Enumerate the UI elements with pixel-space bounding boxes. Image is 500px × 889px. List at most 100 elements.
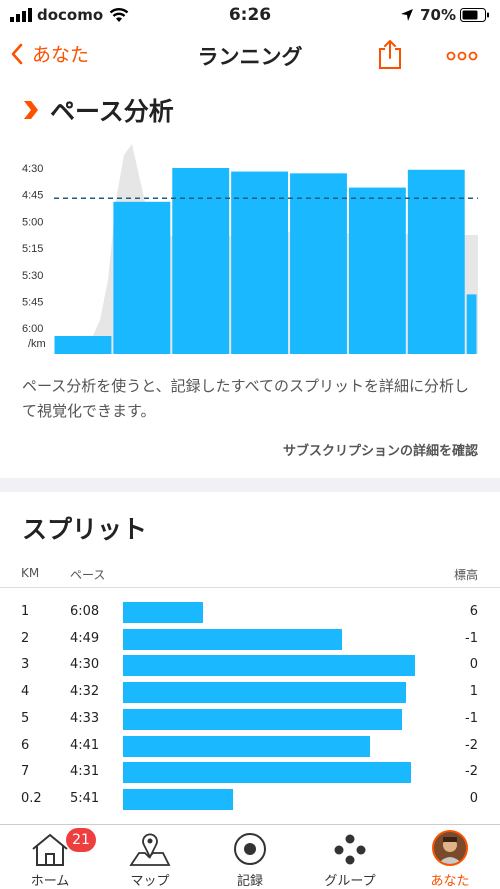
split-km: 6 bbox=[21, 737, 30, 753]
split-pace: 4:49 bbox=[70, 630, 100, 646]
signal-icon bbox=[10, 8, 32, 22]
groups-icon bbox=[334, 834, 366, 865]
y-axis-ticks: 4:30 4:45 5:00 5:15 5:30 5:45 6:00 bbox=[22, 163, 43, 335]
split-pace: 4:41 bbox=[70, 737, 100, 753]
more-options-button[interactable] bbox=[446, 48, 478, 62]
battery-percent: 70% bbox=[420, 6, 456, 24]
split-elevation: 0 bbox=[469, 657, 478, 673]
page-title: ランニング bbox=[197, 45, 303, 69]
split-row: 1 6:08 6 bbox=[0, 600, 500, 627]
tab-map[interactable]: マップ bbox=[100, 825, 200, 889]
tab-groups[interactable]: グループ bbox=[300, 825, 400, 889]
split-row: 3 4:30 0 bbox=[0, 653, 500, 680]
share-button[interactable] bbox=[377, 38, 403, 70]
split-elevation: 1 bbox=[469, 684, 478, 700]
split-row: 2 4:49 -1 bbox=[0, 627, 500, 654]
split-pace-bar bbox=[123, 708, 402, 730]
tab-you[interactable]: あなた bbox=[400, 825, 500, 889]
split-elevation: -2 bbox=[465, 764, 478, 780]
subscription-details-link[interactable]: サブスクリプションの詳細を確認 bbox=[282, 444, 478, 459]
split-km: 0.2 bbox=[21, 790, 42, 806]
chevron-left-icon bbox=[11, 43, 23, 64]
y-tick-label: 4:45 bbox=[22, 190, 43, 202]
pace-bar bbox=[407, 169, 465, 354]
elevation-column-header: 標高 bbox=[453, 568, 478, 582]
split-pace-bar bbox=[123, 735, 370, 757]
carrier-name: docomo bbox=[37, 6, 104, 24]
wifi-icon bbox=[109, 8, 129, 22]
pace-column-header: ペース bbox=[70, 568, 106, 582]
split-pace-bar bbox=[123, 788, 233, 810]
km-column-header: KM bbox=[21, 566, 40, 580]
pace-bar bbox=[54, 336, 112, 354]
split-pace-bar bbox=[123, 602, 203, 623]
pace-bar bbox=[290, 173, 347, 354]
avatar bbox=[432, 830, 468, 866]
status-bar: docomo 6:26 70% bbox=[0, 0, 500, 30]
y-tick-label: 5:30 bbox=[22, 270, 43, 282]
split-row: 7 4:31 -2 bbox=[0, 760, 500, 787]
split-pace-bar bbox=[123, 655, 415, 677]
splits-title: スプリット bbox=[22, 515, 148, 544]
split-elevation: 0 bbox=[469, 790, 478, 806]
split-row: 6 4:41 -2 bbox=[0, 734, 500, 761]
split-pace-bar bbox=[123, 762, 411, 784]
back-button[interactable]: あなた bbox=[10, 40, 89, 67]
split-pace: 5:41 bbox=[70, 790, 100, 806]
tab-bar: 21 ホーム マップ 記録 グループ bbox=[0, 824, 500, 889]
home-icon bbox=[32, 833, 68, 866]
pace-bars bbox=[54, 168, 477, 354]
status-right: 70% bbox=[400, 6, 490, 24]
tab-label-home: ホーム bbox=[30, 874, 70, 889]
tab-label-map: マップ bbox=[130, 874, 170, 889]
status-left: docomo bbox=[10, 6, 129, 24]
pace-chart: 4:30 4:45 5:00 5:15 5:30 5:45 6:00 /km bbox=[22, 144, 478, 354]
pace-analysis-description: ペース分析を使うと、記録したすべてのスプリットを詳細に分析して視覚化できます。 bbox=[22, 377, 470, 420]
split-row: 4 4:32 1 bbox=[0, 680, 500, 707]
notification-badge: 21 bbox=[66, 828, 96, 852]
split-km: 4 bbox=[21, 684, 30, 700]
split-pace: 4:32 bbox=[70, 684, 100, 700]
pace-analysis-title: ペース分析 bbox=[50, 97, 174, 126]
pace-bar bbox=[113, 201, 171, 354]
tab-record[interactable]: 記録 bbox=[200, 825, 300, 889]
y-tick-label: 5:15 bbox=[22, 243, 43, 255]
split-pace: 6:08 bbox=[70, 604, 100, 619]
y-tick-label: 5:00 bbox=[22, 216, 43, 228]
section-divider bbox=[0, 478, 500, 492]
split-pace: 4:30 bbox=[70, 657, 100, 673]
pace-analysis-header: ペース分析 bbox=[22, 92, 174, 128]
y-tick-label: 4:30 bbox=[22, 163, 43, 175]
pace-bar bbox=[172, 168, 230, 354]
y-axis-unit: /km bbox=[28, 338, 46, 350]
split-pace: 4:31 bbox=[70, 764, 100, 780]
clock: 6:26 bbox=[228, 5, 272, 25]
nav-bar: あなた ランニング bbox=[0, 30, 500, 80]
tab-home[interactable]: 21 ホーム bbox=[0, 825, 100, 889]
split-km: 5 bbox=[21, 710, 30, 726]
location-arrow-icon bbox=[401, 9, 414, 21]
premium-chevron-icon bbox=[24, 101, 38, 119]
split-km: 7 bbox=[21, 764, 30, 780]
split-pace: 4:33 bbox=[70, 710, 100, 726]
map-icon bbox=[129, 833, 171, 866]
split-km: 1 bbox=[21, 604, 30, 619]
record-icon bbox=[234, 833, 266, 865]
split-pace-bar bbox=[123, 682, 406, 704]
split-km: 3 bbox=[21, 657, 30, 673]
split-elevation: -2 bbox=[465, 737, 478, 753]
battery-icon bbox=[460, 8, 489, 22]
split-row: 0.2 5:41 0 bbox=[0, 787, 500, 814]
tab-label-record: 記録 bbox=[236, 874, 263, 889]
share-icon bbox=[379, 40, 401, 69]
split-elevation: -1 bbox=[465, 710, 478, 726]
split-row: 5 4:33 -1 bbox=[0, 707, 500, 734]
pace-bar bbox=[348, 187, 406, 354]
split-km: 2 bbox=[21, 630, 30, 646]
y-tick-label: 6:00 bbox=[22, 323, 43, 335]
tab-label-groups: グループ bbox=[324, 874, 376, 889]
splits-header: KM ペース 標高 bbox=[0, 562, 500, 588]
split-elevation: -1 bbox=[465, 630, 478, 646]
pace-bar bbox=[466, 294, 477, 354]
tab-label-you: あなた bbox=[430, 874, 470, 889]
